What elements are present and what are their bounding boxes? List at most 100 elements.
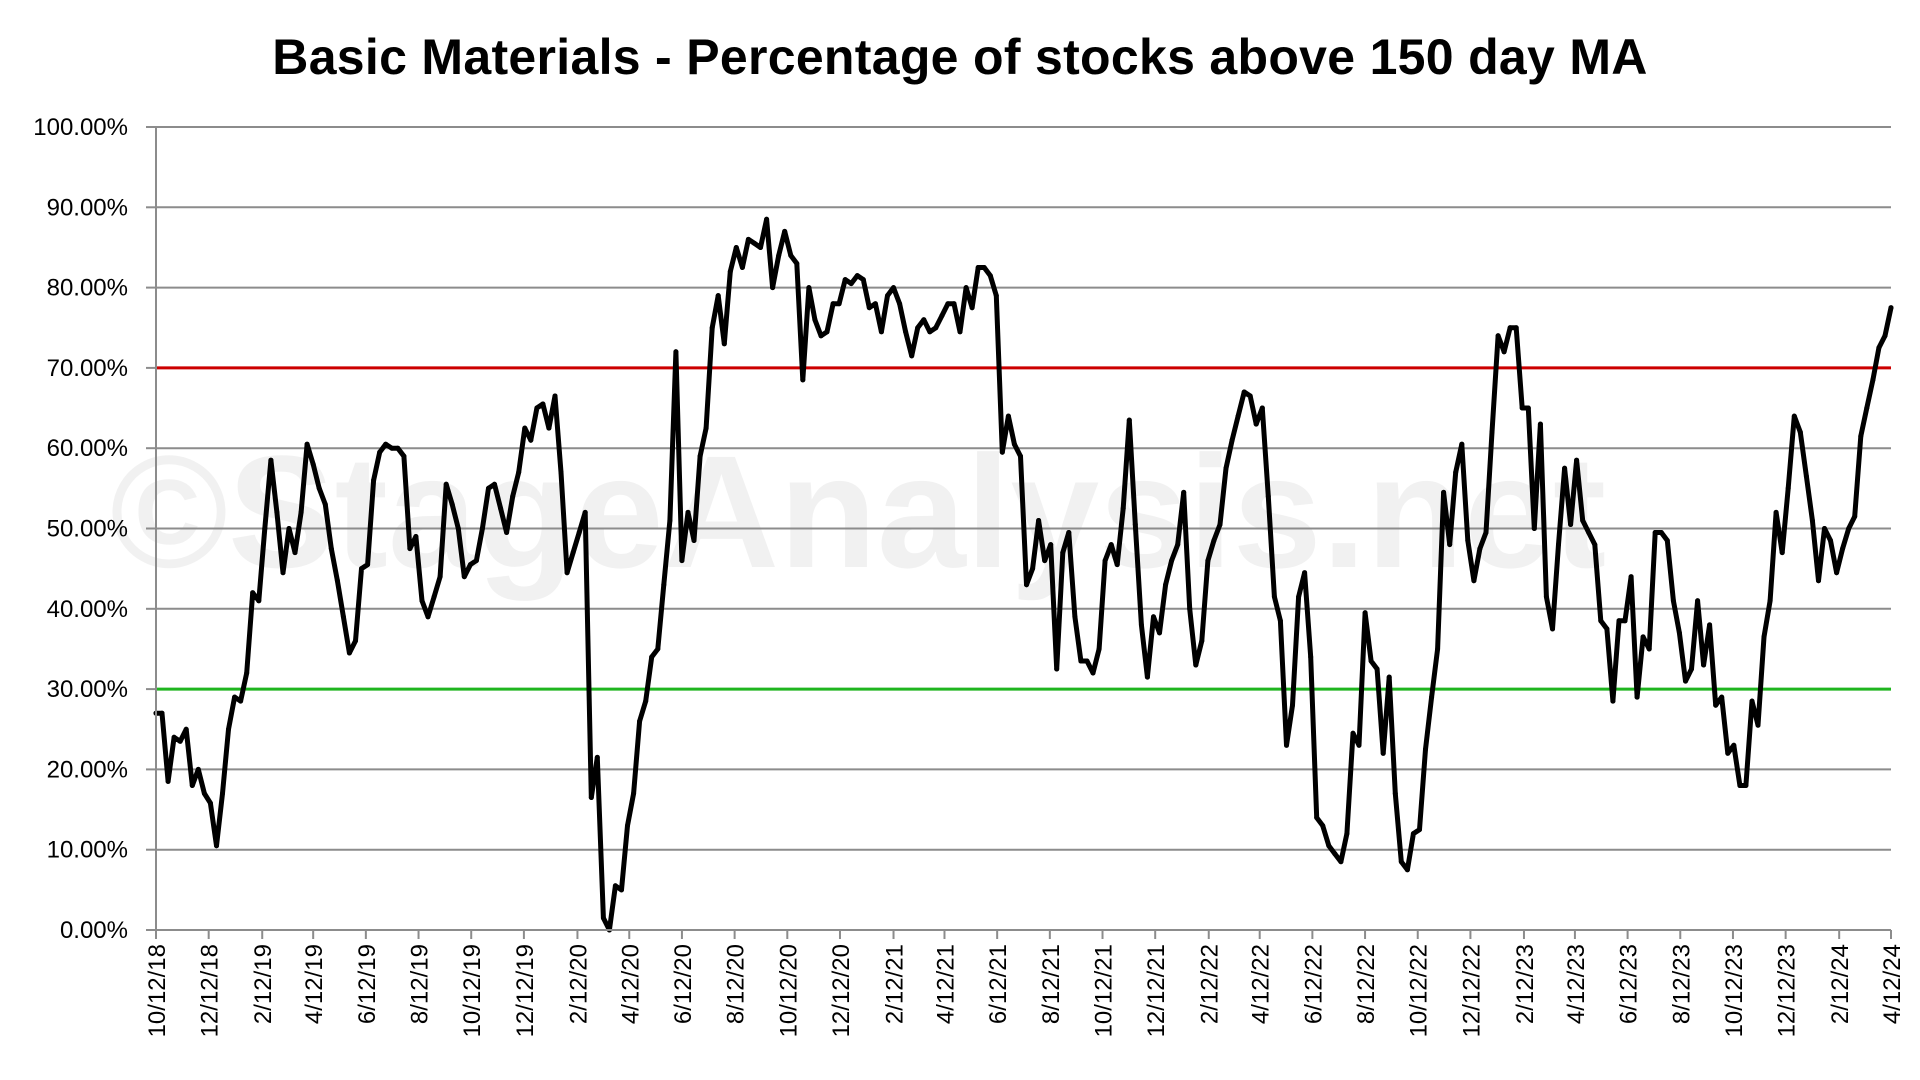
data-point	[1634, 694, 1640, 700]
data-point	[1822, 526, 1827, 531]
data-point	[1423, 746, 1428, 752]
data-point	[830, 301, 836, 307]
data-point	[1024, 582, 1029, 588]
data-point	[1102, 558, 1108, 564]
data-point	[1701, 662, 1707, 668]
data-point	[1507, 325, 1513, 331]
data-point	[1284, 742, 1289, 748]
data-point	[921, 317, 927, 323]
data-point	[1689, 666, 1694, 672]
data-point	[806, 285, 812, 291]
data-point	[1598, 618, 1604, 624]
data-point	[334, 578, 340, 584]
data-point	[431, 594, 437, 600]
data-point	[854, 273, 860, 279]
data-point	[625, 823, 630, 829]
x-tick-label: 10/12/23	[1721, 944, 1748, 1037]
data-point	[1725, 750, 1731, 756]
data-point	[274, 509, 280, 515]
data-point	[649, 654, 655, 660]
data-point	[721, 341, 727, 347]
data-point	[1030, 566, 1036, 572]
data-point	[207, 800, 213, 806]
data-point	[576, 530, 582, 535]
x-tick-label: 12/12/18	[197, 944, 224, 1037]
x-tick-label: 6/12/19	[354, 944, 381, 1024]
data-point	[794, 261, 800, 266]
x-tick-label: 12/12/20	[828, 944, 855, 1037]
data-point	[1489, 429, 1495, 435]
data-point	[1036, 518, 1042, 523]
data-point	[1235, 413, 1241, 419]
data-point	[1120, 505, 1126, 511]
data-point	[340, 614, 346, 620]
data-point	[316, 485, 322, 491]
data-point	[1537, 421, 1543, 427]
data-point	[304, 441, 310, 447]
data-point	[1392, 791, 1398, 796]
data-point	[534, 405, 540, 411]
data-point	[1175, 542, 1181, 548]
data-point	[1676, 630, 1682, 636]
x-tick-label: 2/12/23	[1512, 944, 1539, 1024]
data-point	[1888, 305, 1894, 311]
data-point	[1247, 393, 1253, 399]
data-point	[1308, 654, 1314, 660]
data-point	[1320, 823, 1326, 829]
data-point	[443, 481, 449, 487]
x-tick-label: 10/12/19	[459, 944, 486, 1037]
x-tick-label: 2/12/21	[882, 944, 909, 1024]
data-point	[1858, 433, 1864, 439]
data-point	[383, 441, 389, 447]
data-point	[1882, 333, 1888, 339]
x-tick-label: 6/12/22	[1300, 944, 1327, 1024]
data-point	[800, 377, 806, 383]
data-point	[552, 393, 558, 399]
data-point	[1018, 453, 1023, 459]
x-tick-label: 10/12/22	[1406, 944, 1433, 1037]
data-point	[1108, 542, 1114, 548]
data-point	[250, 590, 256, 596]
data-point	[1332, 851, 1338, 857]
data-point	[655, 646, 661, 652]
data-point	[836, 301, 842, 307]
data-point	[945, 301, 951, 307]
data-point	[1574, 457, 1580, 463]
data-point	[1846, 526, 1852, 531]
data-point	[1683, 678, 1688, 684]
data-point	[1084, 658, 1090, 664]
data-point	[1060, 550, 1066, 556]
data-point	[1205, 558, 1211, 564]
data-point	[885, 293, 890, 299]
chart-title: Basic Materials - Percentage of stocks a…	[272, 29, 1648, 85]
data-point	[540, 401, 546, 407]
data-point	[1314, 815, 1320, 821]
data-point	[1338, 859, 1344, 865]
data-point	[1229, 437, 1235, 443]
data-point	[903, 329, 909, 335]
data-point	[842, 277, 848, 283]
data-point	[872, 301, 878, 307]
data-point	[262, 526, 268, 531]
data-point	[1543, 594, 1549, 600]
data-point	[516, 469, 522, 475]
data-point	[1707, 622, 1713, 628]
data-point	[963, 285, 969, 291]
data-point	[715, 293, 721, 299]
x-tick-label: 2/12/22	[1197, 944, 1224, 1024]
data-point	[1737, 783, 1743, 788]
data-point	[1592, 542, 1598, 548]
data-point	[473, 558, 479, 564]
data-point	[1531, 526, 1537, 531]
data-point	[522, 425, 528, 431]
data-point	[1809, 518, 1815, 523]
x-tick-label: 12/12/21	[1143, 944, 1170, 1037]
x-tick-label: 10/12/20	[775, 944, 802, 1037]
data-point	[1731, 742, 1737, 748]
data-point	[673, 349, 679, 355]
data-point	[1447, 542, 1453, 548]
x-tick-label: 10/12/21	[1091, 944, 1118, 1037]
data-point	[1417, 827, 1422, 833]
data-point	[667, 518, 673, 523]
data-point	[268, 457, 274, 463]
